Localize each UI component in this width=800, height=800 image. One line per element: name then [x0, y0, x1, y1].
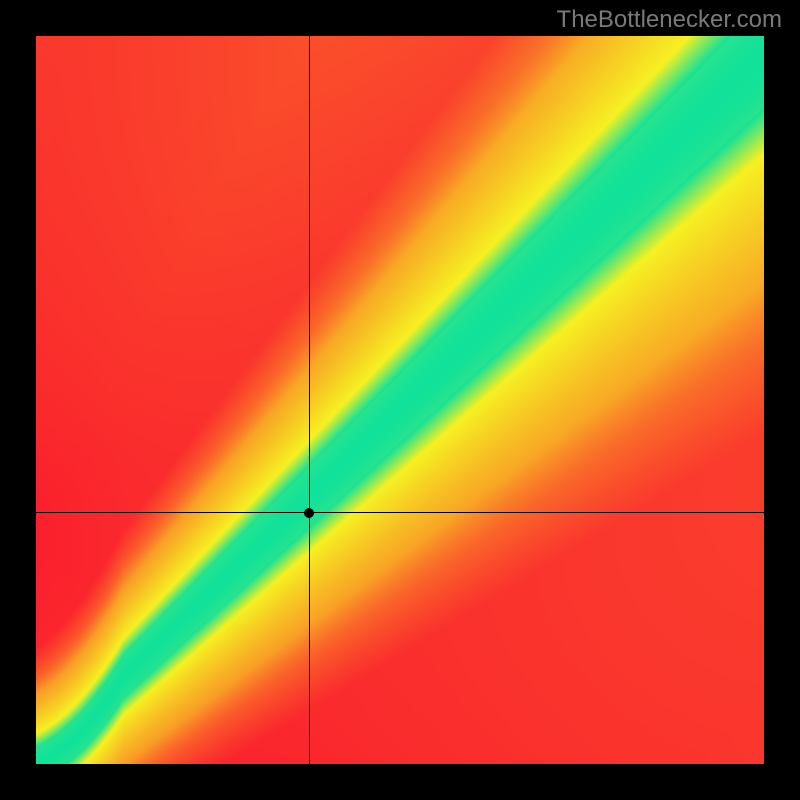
heatmap-plot [36, 36, 764, 764]
watermark-text: TheBottlenecker.com [557, 6, 782, 34]
heatmap-canvas [36, 36, 764, 764]
chart-frame: TheBottlenecker.com [0, 0, 800, 800]
